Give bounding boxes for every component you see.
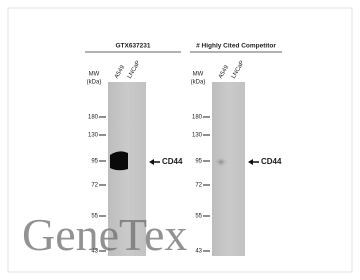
marker-label: 95 — [91, 159, 98, 165]
marker-label: 95 — [195, 159, 202, 165]
watermark: GeneTex — [22, 209, 187, 260]
target-label: CD44 — [162, 157, 183, 166]
blot-strip — [212, 82, 245, 256]
panel-title: GTX637231 — [115, 43, 150, 50]
marker-label: 43 — [195, 249, 202, 255]
panel-title: # Highly Cited Competitor — [196, 43, 276, 50]
target-label: CD44 — [261, 157, 282, 166]
marker-label: 72 — [195, 183, 202, 189]
marker-label: 180 — [192, 115, 203, 121]
marker-label: 130 — [88, 133, 99, 139]
marker-label: 55 — [195, 214, 202, 220]
mw-label: (kDa) — [87, 80, 102, 86]
marker-label: 180 — [88, 115, 99, 121]
mw-label: MW — [193, 72, 204, 78]
figure: GTX637231MW(kDa)A549LNCaP18013095725543C… — [0, 0, 360, 280]
marker-label: 72 — [91, 183, 98, 189]
mw-label: (kDa) — [191, 80, 206, 86]
mw-label: MW — [89, 72, 100, 78]
marker-label: 130 — [192, 133, 203, 139]
band — [110, 151, 128, 170]
band — [214, 157, 228, 167]
